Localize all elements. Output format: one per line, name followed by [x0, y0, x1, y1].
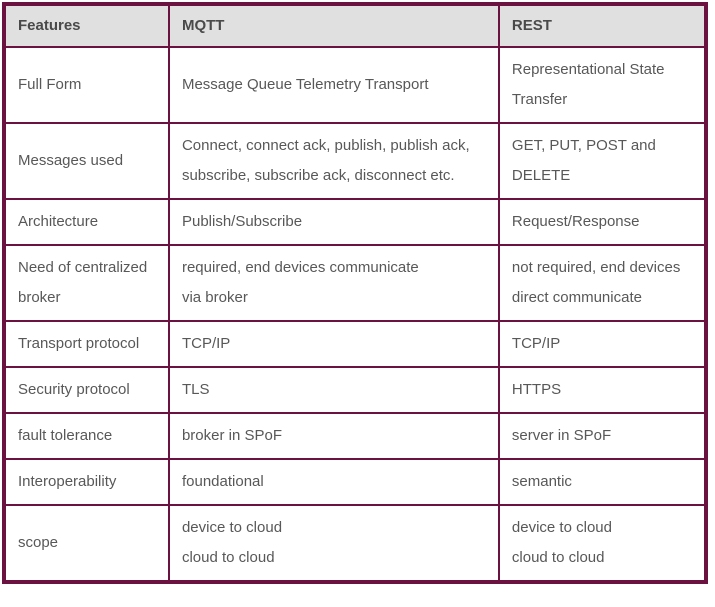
- rest-cell: Representational State Transfer: [497, 46, 708, 124]
- rest-cell: Request/Response: [497, 198, 708, 246]
- rest-cell: device to cloud cloud to cloud: [497, 504, 708, 583]
- mqtt-cell: Message Queue Telemetry Transport: [167, 46, 500, 124]
- mqtt-cell: required, end devices communicate via bro…: [167, 244, 500, 322]
- table-row: Interoperability foundational semantic: [3, 458, 708, 506]
- rest-cell: semantic: [497, 458, 708, 506]
- table-row: fault tolerance broker in SPoF server in S…: [3, 412, 708, 460]
- mqtt-cell: TLS: [167, 366, 500, 414]
- feature-cell: Interoperability: [3, 458, 170, 506]
- rest-cell: TCP/IP: [497, 320, 708, 368]
- feature-cell: Full Form: [3, 46, 170, 124]
- header-features: Features: [3, 3, 170, 48]
- table-row: scope device to cloud cloud to cloud device…: [3, 504, 708, 583]
- feature-cell: scope: [3, 504, 170, 583]
- rest-cell: not required, end devices direct communic…: [497, 244, 708, 322]
- rest-cell: HTTPS: [497, 366, 708, 414]
- table-header: Features MQTT REST: [3, 3, 708, 48]
- feature-cell: Messages used: [3, 122, 170, 200]
- feature-cell: fault tolerance: [3, 412, 170, 460]
- feature-cell: Need of centralized broker: [3, 244, 170, 322]
- feature-cell: Security protocol: [3, 366, 170, 414]
- table-body: Full Form Message Queue Telemetry Transpo…: [3, 46, 708, 583]
- mqtt-rest-comparison-table: Features MQTT REST Full Form Message Queu…: [2, 2, 708, 584]
- feature-cell: Architecture: [3, 198, 170, 246]
- table-row: Full Form Message Queue Telemetry Transpo…: [3, 46, 708, 124]
- mqtt-cell: device to cloud cloud to cloud: [167, 504, 500, 583]
- header-rest: REST: [497, 3, 708, 48]
- header-row: Features MQTT REST: [3, 3, 708, 48]
- mqtt-cell: TCP/IP: [167, 320, 500, 368]
- table-row: Transport protocol TCP/IP TCP/IP: [3, 320, 708, 368]
- mqtt-cell: broker in SPoF: [167, 412, 500, 460]
- rest-cell: server in SPoF: [497, 412, 708, 460]
- table-row: Architecture Publish/Subscribe Request/Res…: [3, 198, 708, 246]
- mqtt-cell: foundational: [167, 458, 500, 506]
- feature-cell: Transport protocol: [3, 320, 170, 368]
- header-mqtt: MQTT: [167, 3, 500, 48]
- table-row: Security protocol TLS HTTPS: [3, 366, 708, 414]
- rest-cell: GET, PUT, POST and DELETE: [497, 122, 708, 200]
- table-row: Messages used Connect, connect ack, publi…: [3, 122, 708, 200]
- mqtt-cell: Publish/Subscribe: [167, 198, 500, 246]
- table-row: Need of centralized broker required, end d…: [3, 244, 708, 322]
- mqtt-cell: Connect, connect ack, publish, publish a…: [167, 122, 500, 200]
